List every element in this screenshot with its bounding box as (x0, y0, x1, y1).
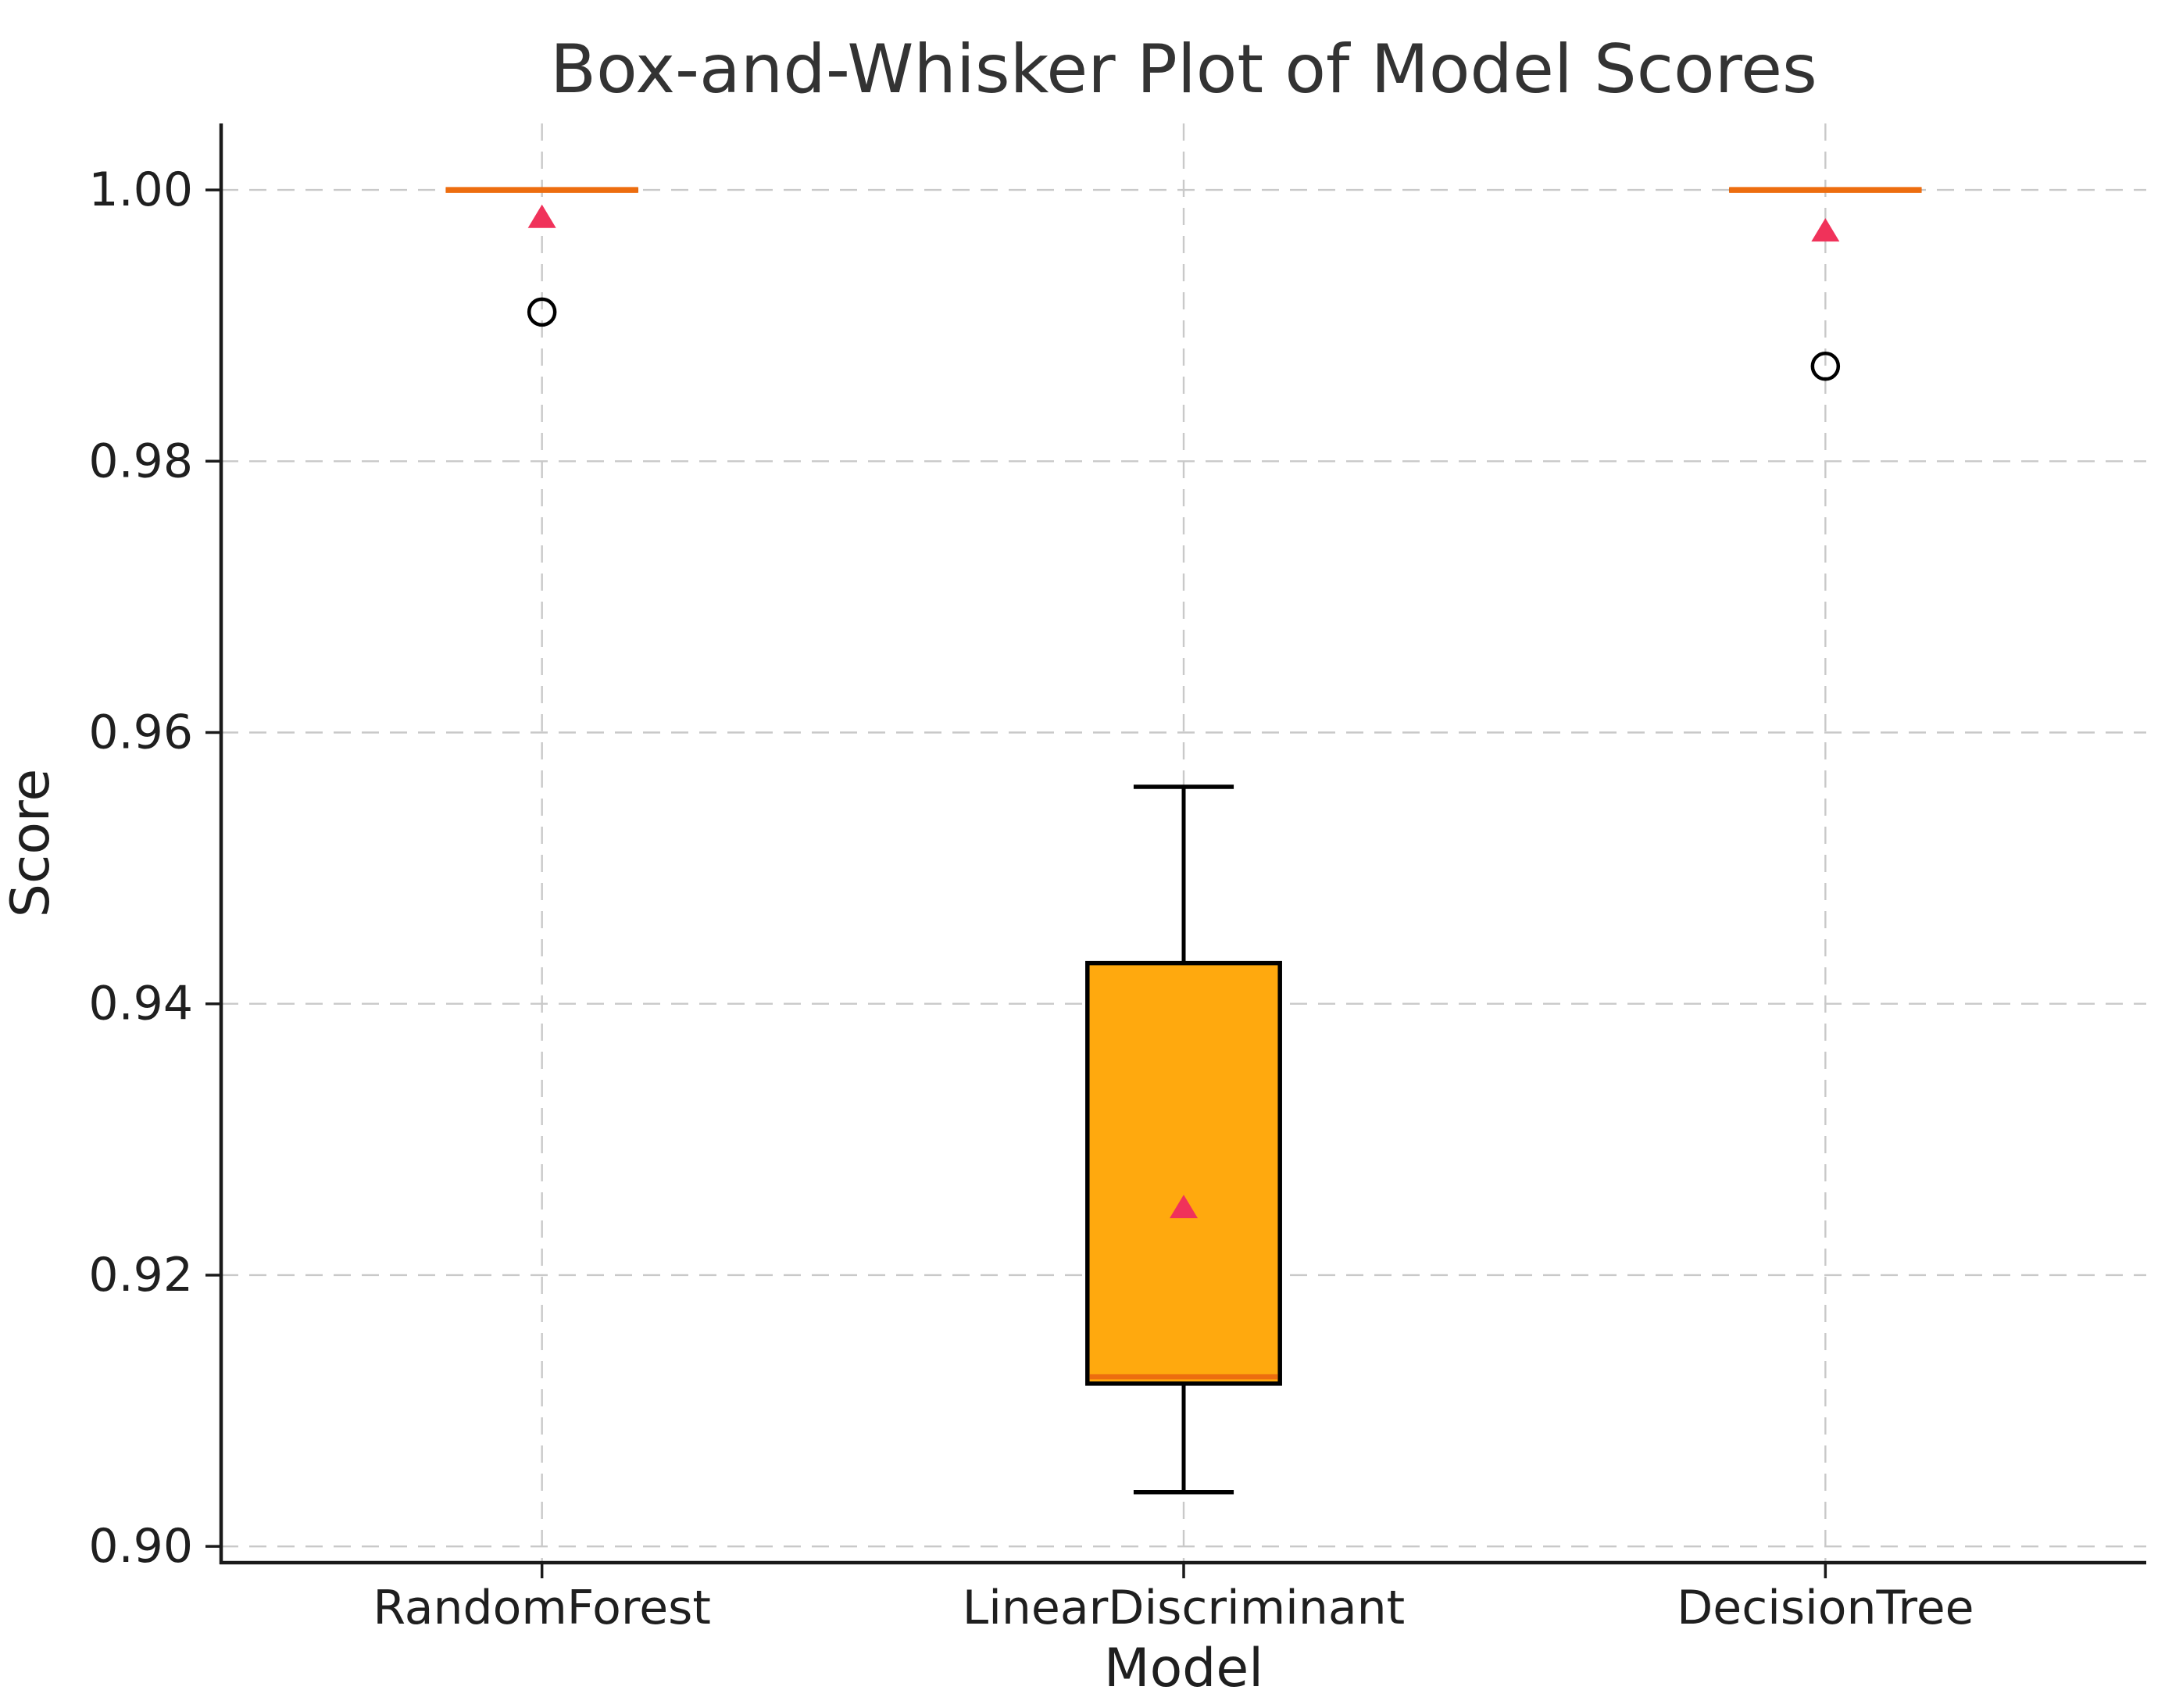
y-tick-label: 0.90 (88, 1519, 193, 1574)
chart-title: Box-and-Whisker Plot of Model Scores (550, 30, 1817, 109)
mean-marker (1170, 1195, 1198, 1219)
box-group-RandomForest (445, 187, 638, 327)
y-tick-label: 1.00 (88, 163, 193, 217)
y-tick-label: 0.94 (88, 977, 193, 1031)
iqr-box (1085, 960, 1282, 1386)
box-group-DecisionTree (1729, 187, 1922, 381)
x-tick-label: RandomForest (373, 1581, 711, 1635)
x-tick-label: LinearDiscriminant (963, 1581, 1405, 1635)
outlier-point (527, 297, 557, 327)
x-tick-label: DecisionTree (1677, 1581, 1974, 1635)
y-axis-label: Score (0, 769, 62, 917)
axes (205, 123, 2146, 1578)
outlier-point (1810, 352, 1841, 381)
mean-marker (1811, 218, 1840, 242)
y-tick-label: 0.98 (88, 434, 193, 488)
y-tick-label: 0.92 (88, 1248, 193, 1302)
box-group-LinearDiscriminant (1085, 784, 1282, 1495)
boxes (445, 187, 1922, 1495)
mean-marker (527, 204, 556, 228)
x-axis-label: Model (1104, 1638, 1263, 1699)
y-tick-label: 0.96 (88, 706, 193, 760)
tick-labels: 0.90 0.92 0.94 0.96 0.98 1.00 RandomForest Line… (88, 163, 1974, 1635)
